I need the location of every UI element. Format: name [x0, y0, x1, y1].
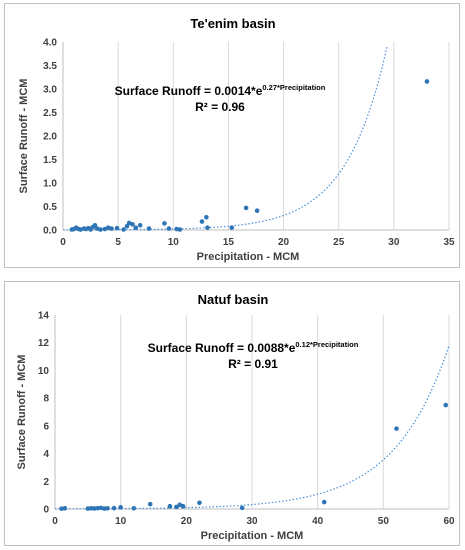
natuf-y-tick-label: 14 [38, 311, 50, 322]
teenim-chart-panel: 0 5 10 15 20 25 30 35 0.0 0.5 1.0 1.5 2.0 2.5 3.0 3.5 4.… [4, 3, 460, 268]
natuf-y-tick-label: 4 [43, 449, 49, 460]
natuf-chart-svg: 0 10 20 30 40 50 60 0 2 4 6 8 10 12 14 Natuf basin Surfa… [16, 292, 455, 542]
natuf-data-point [105, 506, 110, 511]
natuf-data-point [62, 506, 68, 511]
natuf-y-tick-label: 6 [43, 421, 49, 432]
natuf-data-point [101, 506, 107, 511]
teenim-y-tick-label: 3.5 [43, 61, 57, 72]
natuf-data-point [443, 402, 449, 408]
natuf-x-tick-label: 50 [378, 516, 390, 527]
teenim-y-tick-label: 0.0 [43, 226, 57, 237]
teenim-data-point [124, 223, 130, 229]
natuf-data-point [180, 503, 186, 509]
teenim-y-tick-label: 2.0 [43, 132, 57, 143]
natuf-data-point [197, 500, 202, 506]
teenim-data-point [229, 225, 235, 230]
teenim-data-point [204, 215, 209, 220]
teenim-trendline [63, 45, 388, 231]
natuf-data-point [88, 506, 94, 511]
teenim-y-tick-label: 4.0 [43, 38, 57, 49]
natuf-chart-title: Natuf basin [198, 292, 269, 307]
teenim-x-tick-label: 0 [60, 237, 66, 248]
teenim-data-point [98, 227, 103, 232]
teenim-x-tick-label: 20 [278, 237, 290, 248]
natuf-data-point [131, 506, 137, 511]
natuf-x-tick-label: 20 [181, 516, 193, 527]
natuf-y-tick-label: 0 [43, 505, 49, 516]
teenim-data-point [199, 219, 205, 224]
natuf-x-tick-label: 30 [246, 516, 258, 527]
natuf-x-tick-label: 0 [52, 516, 58, 527]
teenim-y-tick-label: 0.5 [43, 202, 57, 213]
natuf-chart-panel: 0 10 20 30 40 50 60 0 2 4 6 8 10 12 14 Natuf basin Surfa… [4, 281, 460, 546]
teenim-x-tick-label: 35 [443, 237, 455, 248]
teenim-x-axis-label: Precipitation - MCM [197, 251, 300, 263]
teenim-chart-svg: 0 5 10 15 20 25 30 35 0.0 0.5 1.0 1.5 2.0 2.5 3.0 3.5 4.… [18, 16, 455, 263]
teenim-y-tick-label: 1.5 [43, 155, 57, 166]
teenim-data-point [166, 226, 172, 231]
teenim-data-point [424, 79, 430, 84]
natuf-x-tick-label: 40 [312, 516, 324, 527]
teenim-r-squared-label: R² = 0.96 [195, 100, 245, 114]
natuf-r-squared-label: R² = 0.91 [228, 357, 278, 371]
natuf-x-tick-label: 60 [443, 516, 455, 527]
natuf-x-axis-label: Precipitation - MCM [201, 530, 304, 542]
teenim-data-point [137, 223, 143, 228]
natuf-data-point [92, 506, 97, 511]
natuf-x-tick-label: 10 [115, 516, 127, 527]
teenim-y-tick-label: 1.0 [43, 179, 57, 190]
natuf-data-point [147, 501, 153, 507]
teenim-data-point [130, 222, 135, 227]
natuf-data-point [239, 505, 245, 511]
natuf-data-point [85, 506, 91, 511]
natuf-data-point [174, 504, 179, 510]
natuf-data-point [111, 505, 117, 511]
teenim-data-point [109, 226, 114, 231]
natuf-y-tick-label: 10 [38, 366, 50, 377]
natuf-data-point [95, 505, 100, 511]
teenim-data-point [254, 208, 260, 214]
teenim-x-tick-label: 5 [115, 237, 121, 248]
natuf-trendline [55, 345, 450, 510]
teenim-data-point [133, 225, 139, 230]
teenim-data-point [162, 221, 167, 226]
natuf-y-axis-label: Surface Runoff - MCM [16, 355, 28, 470]
natuf-data-point [394, 426, 399, 431]
teenim-data-point [146, 226, 152, 231]
teenim-x-tick-label: 25 [333, 237, 345, 248]
teenim-y-axis-label: Surface Runoff - MCM [18, 79, 30, 194]
teenim-x-tick-label: 15 [223, 237, 235, 248]
teenim-chart-title: Te'enim basin [190, 16, 275, 31]
teenim-data-point [205, 225, 210, 230]
teenim-data-point [243, 205, 249, 211]
teenim-x-tick-label: 10 [168, 237, 180, 248]
teenim-data-point [92, 223, 98, 228]
teenim-trendline-equation: Surface Runoff = 0.0014*e0.27*Precipitat… [115, 83, 326, 98]
natuf-data-point [118, 505, 123, 510]
natuf-trendline-equation: Surface Runoff = 0.0088*e0.12*Precipitat… [148, 340, 359, 355]
teenim-y-tick-label: 2.5 [43, 108, 57, 119]
natuf-data-point [167, 503, 173, 509]
teenim-data-point [121, 227, 126, 232]
teenim-y-tick-label: 3.0 [43, 85, 57, 96]
teenim-data-point [114, 225, 120, 231]
natuf-y-tick-label: 8 [43, 394, 49, 405]
natuf-y-tick-label: 12 [38, 338, 50, 349]
teenim-x-tick-label: 30 [388, 237, 400, 248]
natuf-y-tick-label: 2 [43, 477, 49, 488]
teenim-data-point [177, 227, 183, 232]
natuf-data-point [321, 499, 327, 505]
